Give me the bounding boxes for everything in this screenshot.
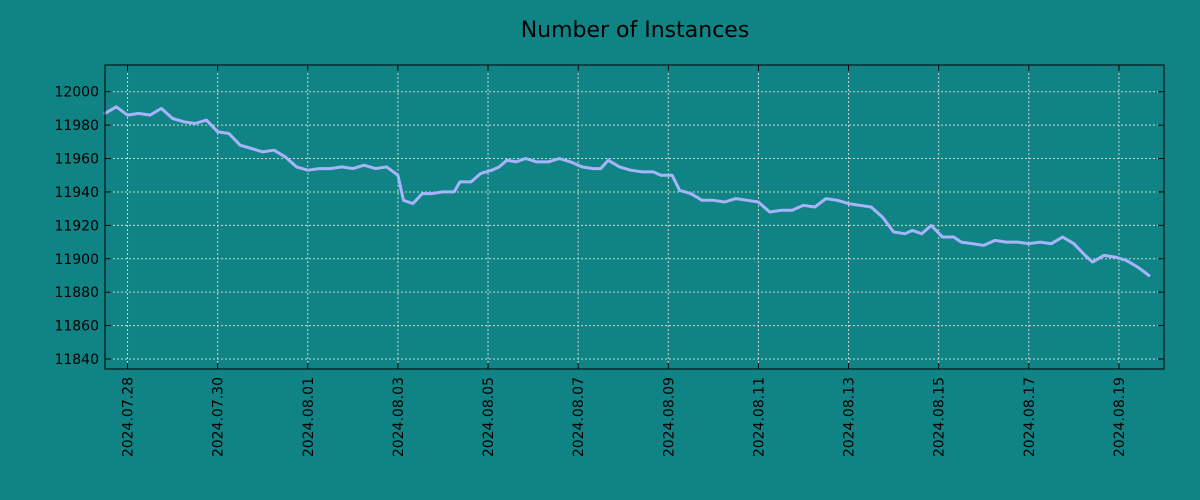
chart-title: Number of Instances [521,18,750,43]
y-tick-label: 11880 [54,285,99,301]
y-tick-label: 11860 [54,319,99,335]
x-tick-label: 2024.08.05 [481,377,497,457]
x-tick-label: 2024.08.15 [932,377,948,457]
x-tick-label: 2024.08.13 [842,377,858,457]
y-tick-label: 11960 [54,152,99,168]
x-tick-label: 2024.08.03 [391,377,407,457]
x-tick-label: 2024.08.19 [1112,377,1128,457]
y-tick-label: 11840 [54,352,99,368]
y-tick-label: 12000 [54,85,99,101]
x-tick-label: 2024.07.30 [211,377,227,457]
y-tick-label: 11900 [54,252,99,268]
series-line [103,105,1151,277]
y-tick-label: 11980 [54,118,99,134]
axis-ticks: 11840 11860 11880 11900 11920 11940 11960 11980… [54,65,1164,457]
x-tick-label: 2024.07.28 [121,377,137,457]
x-tick-label: 2024.08.09 [661,377,677,457]
grid-lines [105,65,1164,369]
x-tick-label: 2024.08.17 [1022,377,1038,457]
x-tick-label: 2024.08.07 [571,377,587,457]
y-tick-label: 11920 [54,218,99,234]
series-group [103,105,1151,277]
x-tick-label: 2024.08.11 [751,377,767,457]
plot-frame [104,64,1165,370]
y-tick-label: 11940 [54,185,99,201]
x-tick-label: 2024.08.01 [301,377,317,457]
